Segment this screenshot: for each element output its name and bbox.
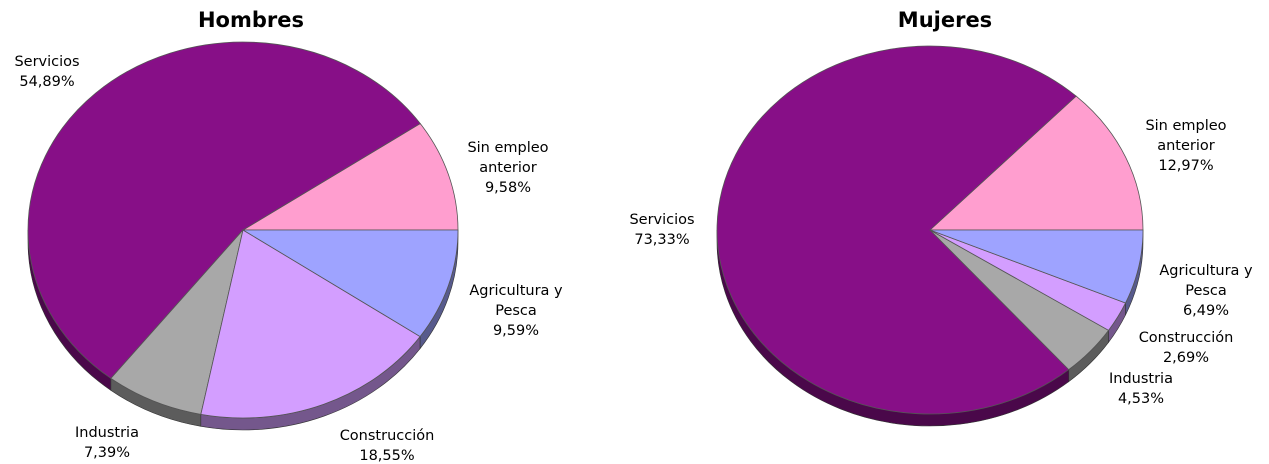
pie-slice-sin-empleo-anterior [928, 95, 1144, 231]
pie-slice-agricultura-y-pesca [241, 229, 459, 338]
slice-value: 4,53% [1118, 391, 1164, 407]
slice-name: Industria [75, 425, 139, 441]
pie-slice-construccion [200, 229, 421, 419]
slice-name: Agricultura y [469, 283, 563, 299]
slice-label-industria: Industria 4,53% [1109, 371, 1173, 407]
pie-slice-servicios [27, 41, 421, 379]
slice-value: 12,97% [1158, 158, 1213, 174]
slice-name: anterior [1157, 138, 1215, 154]
slice-value: 9,59% [493, 323, 539, 339]
pie-chart-hombres: Hombres Sin empleo anterior 9,58% Servicios… [14, 8, 563, 464]
slice-name: Servicios [14, 54, 79, 70]
slice-label-servicios: Servicios 54,89% [14, 54, 79, 90]
slice-label-sin-empleo-anterior: Sin empleo anterior 12,97% [1145, 118, 1226, 174]
slice-label-industria: Industria 7,39% [75, 425, 139, 461]
slice-label-servicios: Servicios 73,33% [629, 212, 694, 248]
slice-name: Construcción [1139, 330, 1234, 346]
slice-name: Agricultura y [1159, 263, 1253, 279]
slice-value: 7,39% [84, 445, 130, 461]
slice-name: anterior [479, 160, 537, 176]
slice-label-construccion: Construcción 2,69% [1139, 330, 1234, 366]
pie-slice-industria [110, 229, 244, 415]
pie-slice-agricultura-y-pesca [929, 229, 1144, 304]
slice-name: Servicios [629, 212, 694, 228]
chart-title: Hombres [198, 8, 304, 32]
slice-name: Construcción [340, 428, 435, 444]
slice-name: Sin empleo [467, 140, 548, 156]
slice-name: Pesca [495, 303, 537, 319]
pie-slice-servicios [716, 45, 1077, 415]
chart-title: Mujeres [898, 8, 992, 32]
slice-label-construccion: Construcción 18,55% [340, 428, 435, 464]
pie-slice-sin-empleo-anterior [241, 123, 459, 231]
slice-value: 6,49% [1183, 303, 1229, 319]
slice-value: 2,69% [1163, 350, 1209, 366]
slice-label-agricultura-y-pesca: Agricultura y Pesca 6,49% [1159, 263, 1253, 319]
slice-value: 18,55% [359, 448, 414, 464]
slice-value: 73,33% [634, 232, 689, 248]
slice-name: Sin empleo [1145, 118, 1226, 134]
slice-value: 54,89% [19, 74, 74, 90]
slice-label-agricultura-y-pesca: Agricultura y Pesca 9,59% [469, 283, 563, 339]
slice-value: 9,58% [485, 180, 531, 196]
slice-label-sin-empleo-anterior: Sin empleo anterior 9,58% [467, 140, 548, 196]
slice-name: Industria [1109, 371, 1173, 387]
slice-name: Pesca [1185, 283, 1227, 299]
pie-chart-mujeres: Mujeres Sin empleo anterior 12,97% Servicio… [629, 8, 1253, 427]
